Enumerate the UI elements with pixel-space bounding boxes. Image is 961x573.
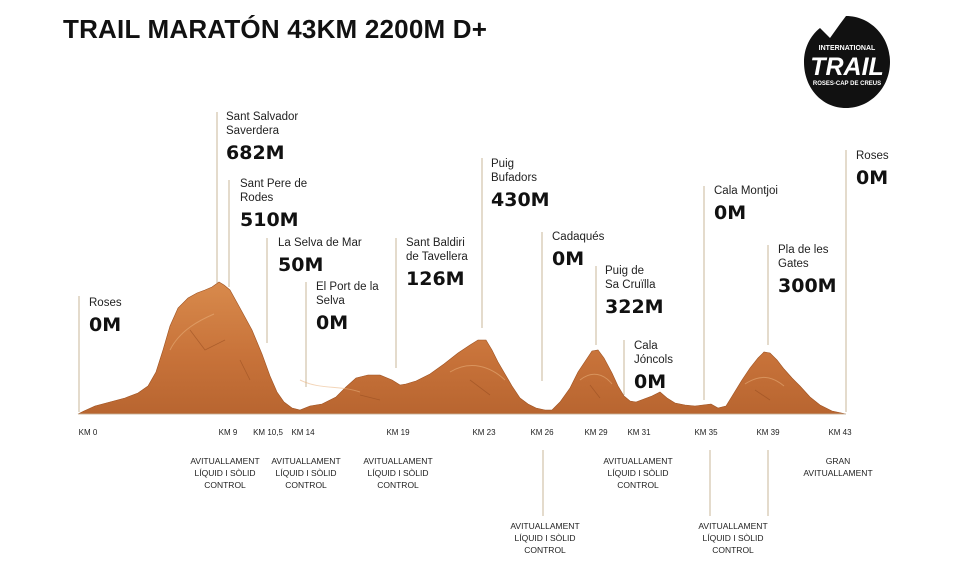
waypoint: Sant Pere de Rodes 510M (240, 177, 307, 231)
waypoint-altitude: 0M (552, 248, 585, 270)
waypoint-name: Roses (89, 297, 122, 309)
waypoint: El Port de la Selva 0M (316, 280, 379, 334)
aid-station-label: AVITUALLAMENT LÍQUID I SÒLID CONTROL (190, 456, 260, 490)
waypoint-altitude: 0M (89, 314, 122, 336)
waypoint-altitude: 0M (634, 371, 667, 393)
aid-station-label: GRAN AVITUALLAMENT (803, 456, 873, 478)
svg-text:TRAIL: TRAIL (810, 53, 884, 81)
waypoint-altitude: 300M (778, 275, 837, 297)
waypoint-altitude: 0M (316, 312, 349, 334)
km-leader-lines (542, 450, 769, 516)
waypoint-altitude: 322M (605, 296, 664, 318)
waypoint-name: Cadaqués (552, 231, 605, 243)
svg-text:INTERNATIONAL: INTERNATIONAL (819, 45, 876, 52)
waypoint-leader-lines (78, 112, 847, 412)
km-marker: KM 19 (386, 428, 410, 437)
waypoint-name: La Selva de Mar (278, 237, 362, 249)
event-logo: INTERNATIONAL TRAIL ROSES-CAP DE CREUS (804, 16, 890, 108)
waypoint-name: Cala Jóncols (634, 340, 673, 366)
waypoint-name: Roses (856, 150, 889, 162)
waypoint: Cadaqués 0M (552, 230, 604, 270)
aid-station-label: AVITUALLAMENT LÍQUID I SÒLID CONTROL (698, 521, 768, 555)
waypoint: La Selva de Mar 50M (278, 236, 362, 276)
aid-station-label: AVITUALLAMENT LÍQUID I SÒLID CONTROL (510, 521, 580, 555)
waypoint: Cala Montjoi 0M (714, 184, 778, 224)
waypoint-altitude: 126M (406, 268, 465, 290)
waypoint: Puig de Sa Cruïlla 322M (605, 264, 664, 318)
svg-text:ROSES-CAP DE CREUS: ROSES-CAP DE CREUS (813, 81, 881, 87)
waypoint-altitude: 0M (714, 202, 747, 224)
km-marker: KM 39 (756, 428, 780, 437)
km-marker: KM 29 (584, 428, 608, 437)
km-marker: KM 26 (530, 428, 554, 437)
waypoint: Roses 0M (89, 296, 122, 336)
km-marker: KM 9 (218, 428, 238, 437)
waypoint-name: Puig Bufadors (491, 158, 538, 184)
waypoint: Cala Jóncols 0M (634, 339, 673, 393)
waypoint-name: Cala Montjoi (714, 185, 778, 197)
km-marker: KM 23 (472, 428, 496, 437)
waypoint-altitude: 510M (240, 209, 299, 231)
waypoint: Roses 0M (856, 149, 889, 189)
waypoint: Pla de les Gates 300M (778, 243, 837, 297)
waypoint-altitude: 50M (278, 254, 324, 276)
page-title: TRAIL MARATÓN 43KM 2200M D+ (63, 14, 488, 44)
waypoint-altitude: 682M (226, 142, 285, 164)
waypoint-name: Pla de les Gates (778, 244, 829, 270)
waypoint-name: Sant Pere de Rodes (240, 178, 308, 204)
waypoint-name: El Port de la Selva (316, 281, 379, 307)
km-marker: KM 0 (78, 428, 98, 437)
waypoint-altitude: 0M (856, 167, 889, 189)
aid-station-label: AVITUALLAMENT LÍQUID I SÒLID CONTROL (271, 456, 341, 490)
waypoint-name: Sant Baldiri de Tavellera (406, 237, 468, 263)
terrain-profile (77, 281, 847, 415)
aid-station-label: AVITUALLAMENT LÍQUID I SÒLID CONTROL (363, 456, 433, 490)
waypoint: Puig Bufadors 430M (491, 157, 550, 211)
waypoint: Sant Baldiri de Tavellera 126M (406, 236, 468, 290)
aid-station-label: AVITUALLAMENT LÍQUID I SÒLID CONTROL (603, 456, 673, 490)
waypoint-altitude: 430M (491, 189, 550, 211)
km-marker: KM 10,5 (253, 428, 283, 437)
km-marker: KM 14 (291, 428, 315, 437)
waypoint: Sant Salvador Saverdera 682M (226, 110, 298, 164)
km-marker: KM 31 (627, 428, 651, 437)
km-marker: KM 43 (828, 428, 852, 437)
km-marker: KM 35 (694, 428, 718, 437)
waypoint-name: Puig de Sa Cruïlla (605, 265, 656, 291)
waypoint-name: Sant Salvador Saverdera (226, 111, 299, 137)
